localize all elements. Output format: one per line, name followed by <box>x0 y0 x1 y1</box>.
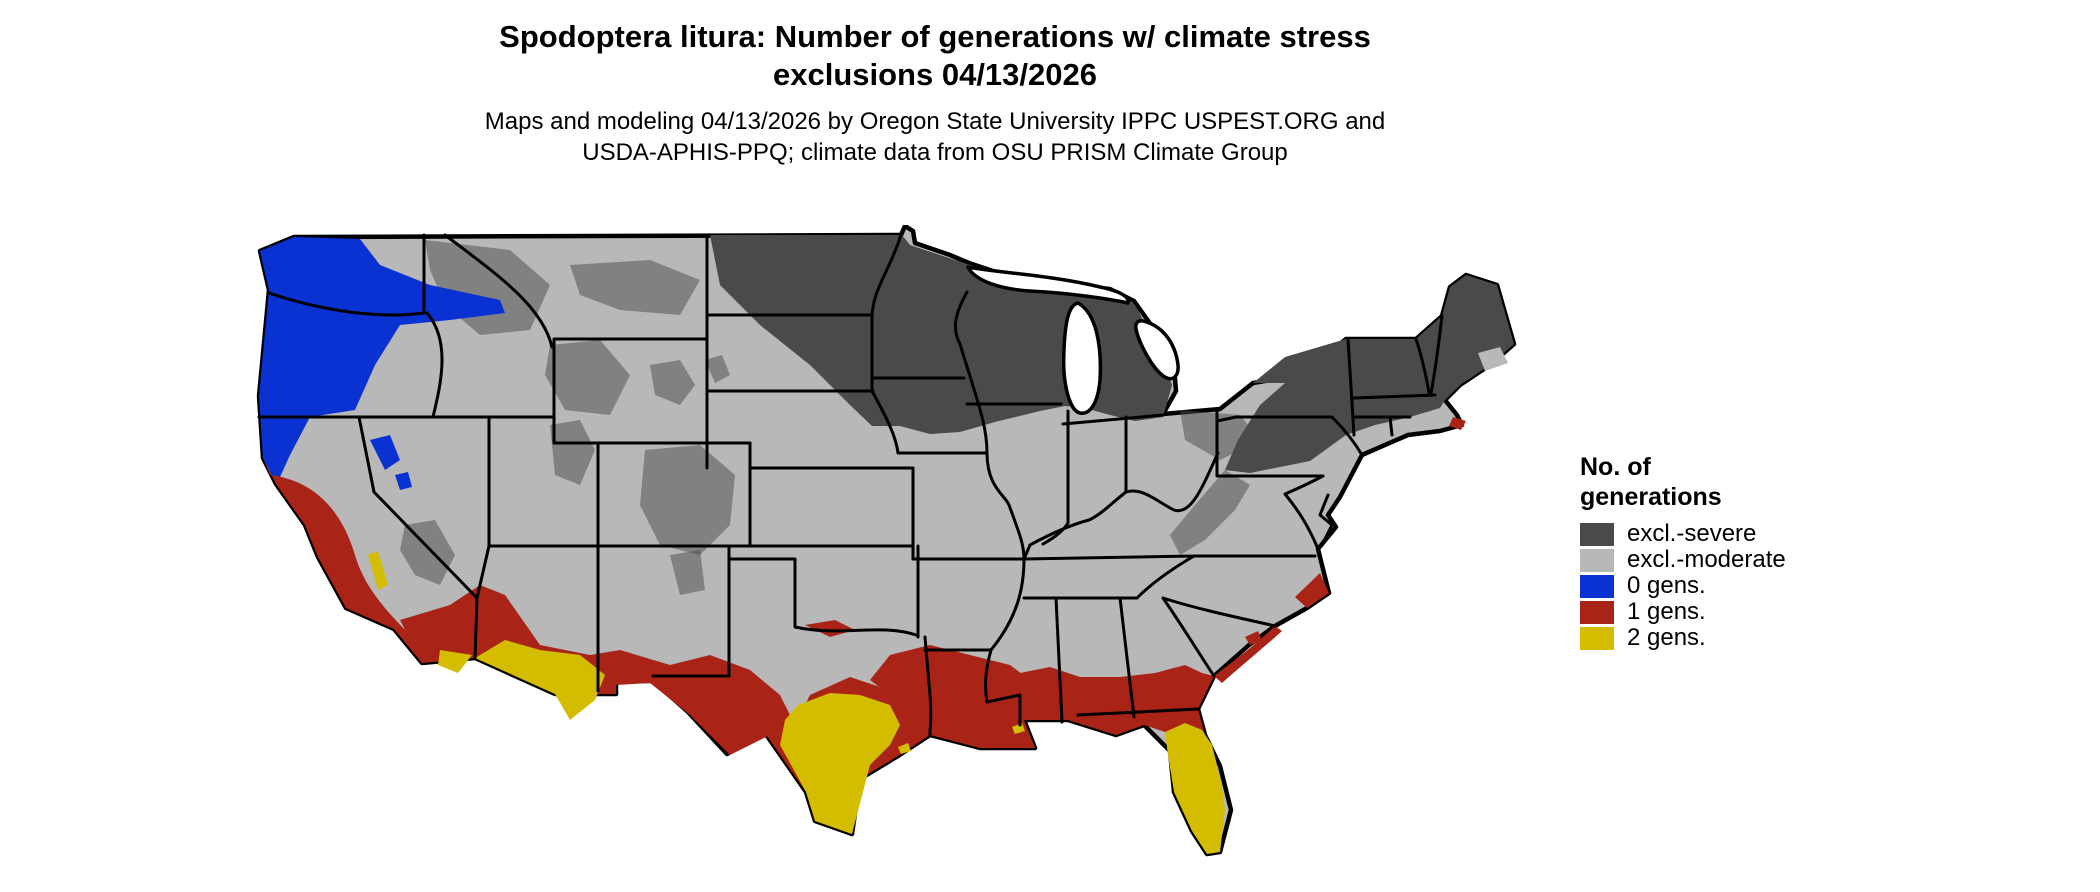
two-gens-sierra-streak <box>368 551 388 590</box>
us-map <box>256 223 1517 857</box>
great-lakes <box>966 265 1180 415</box>
legend-row-0-gens: 0 gens. <box>1580 572 1880 599</box>
legend-rows: excl.-severe excl.-moderate 0 gens. 1 ge… <box>1580 520 1880 651</box>
legend-label-2-gens: 2 gens. <box>1627 624 1706 651</box>
severe-patch-colorado-rockies <box>640 445 735 555</box>
legend-swatch-excl-severe <box>1580 522 1614 546</box>
one-gen-california <box>263 458 422 663</box>
zero-gens-sierra-pockets <box>370 435 412 490</box>
one-gen-outer-banks <box>1295 573 1329 608</box>
legend-swatch-2-gens <box>1580 626 1614 650</box>
state-borders <box>257 233 1444 737</box>
two-gens-florida <box>1165 723 1225 854</box>
severe-patch-nevada <box>400 520 455 585</box>
zero-gens-sierra-pocket-2 <box>395 472 412 490</box>
legend-swatch-1-gens <box>1580 600 1614 624</box>
one-gen-atlantic-coast-sliver <box>1214 626 1282 683</box>
legend-row-excl-moderate: excl.-moderate <box>1580 546 1880 573</box>
two-gens-galveston-speck <box>898 743 911 754</box>
one-gen-east-texas-louisiana <box>870 645 1030 695</box>
map-subtitle: Maps and modeling 04/13/2026 by Oregon S… <box>0 106 1870 168</box>
zero-gens-sierra-pocket-1 <box>370 435 400 470</box>
zero-gens-regions <box>259 237 505 477</box>
two-gens-neworleans-speck <box>1012 723 1025 734</box>
one-gen-red-river <box>805 620 855 637</box>
severe-patch-northeast-ohio <box>1180 410 1260 460</box>
severe-patch-black-hills <box>705 355 730 383</box>
state-borders-south <box>1022 554 1317 724</box>
severe-patch-bighorn <box>650 360 695 405</box>
moderate-patch-maine-coast <box>1478 347 1508 371</box>
one-gen-cape-cod <box>1449 417 1466 430</box>
figure-header: Spodoptera litura: Number of generations… <box>0 18 1870 168</box>
state-borders-west <box>257 233 752 693</box>
legend-swatch-excl-moderate <box>1580 548 1614 572</box>
legend-title-line1: No. of <box>1580 453 1651 481</box>
legend-label-excl-severe: excl.-severe <box>1627 520 1757 547</box>
state-borders-mississippi <box>911 290 1220 727</box>
severe-patch-appalachians <box>1170 470 1250 555</box>
lake-huron <box>1134 319 1180 381</box>
legend-swatch-0-gens <box>1580 574 1614 598</box>
severe-patch-wasatch <box>550 420 595 485</box>
map-subtitle-line2: USDA-APHIS-PPQ; climate data from OSU PR… <box>582 139 1288 166</box>
legend-label-excl-moderate: excl.-moderate <box>1627 546 1786 573</box>
state-borders-northeast <box>1215 314 1444 551</box>
legend-title-line2: generations <box>1580 483 1722 511</box>
severe-patch-north-montana <box>570 260 700 315</box>
two-gens-south-texas <box>780 693 900 834</box>
legend-row-1-gens: 1 gens. <box>1580 598 1880 625</box>
lake-michigan <box>1061 301 1103 415</box>
two-gens-regions <box>368 551 1225 854</box>
us-map-container <box>250 223 1530 885</box>
two-gens-southeast-california <box>438 650 472 673</box>
lake-superior <box>966 265 1130 305</box>
legend-row-excl-severe: excl.-severe <box>1580 520 1880 547</box>
map-title-line2: exclusions 04/13/2026 <box>772 57 1097 92</box>
two-gens-arizona <box>475 640 605 720</box>
legend-row-2-gens: 2 gens. <box>1580 624 1880 651</box>
one-gen-charleston <box>1245 631 1262 645</box>
map-subtitle-line1: Maps and modeling 04/13/2026 by Oregon S… <box>484 108 1386 135</box>
zero-gens-pnw <box>259 237 505 477</box>
legend: No. of generations excl.-severe excl.-mo… <box>1580 452 1880 651</box>
legend-label-1-gens: 1 gens. <box>1627 598 1706 625</box>
severe-patch-north-new-mexico <box>670 550 705 595</box>
state-borders-plains <box>487 233 989 737</box>
severe-patch-yellowstone <box>545 340 630 415</box>
map-title-line1: Spodoptera litura: Number of generations… <box>499 19 1371 54</box>
legend-label-0-gens: 0 gens. <box>1627 572 1706 599</box>
